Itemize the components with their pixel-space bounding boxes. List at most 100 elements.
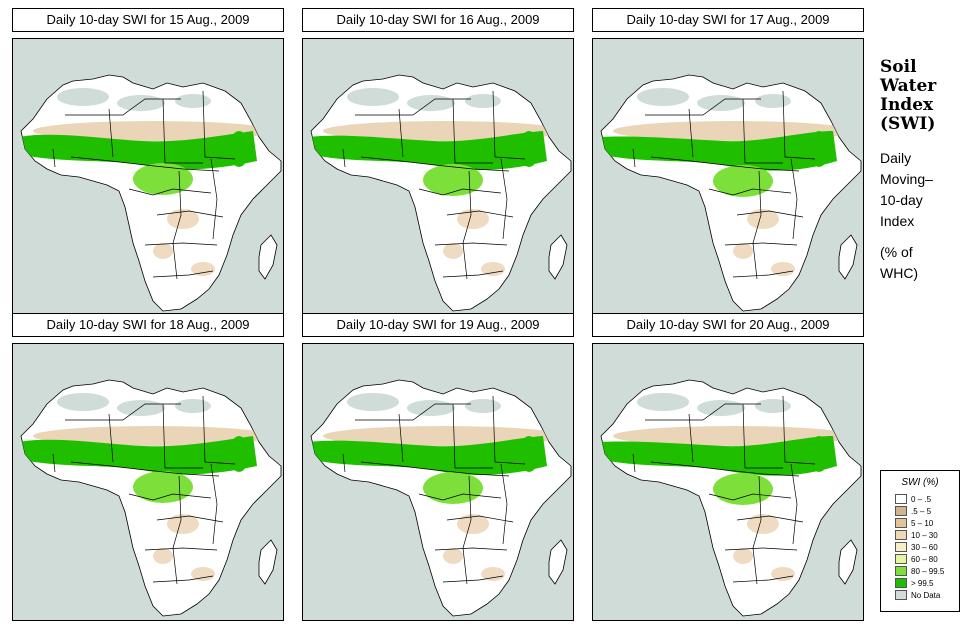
legend-title: SWI (%)	[901, 477, 939, 488]
africa-map-svg	[13, 39, 283, 315]
no-data-patch	[755, 94, 791, 108]
country-border	[360, 156, 510, 172]
legend-item: 60 – 80	[881, 553, 959, 565]
legend-swatch	[895, 590, 907, 600]
panel-title: Daily 10-day SWI for 15 Aug., 2009	[12, 8, 284, 32]
ethiopian-highlands-wet	[809, 131, 829, 167]
legend-swatch	[895, 518, 907, 528]
country-border	[156, 210, 224, 218]
legend-label: 80 – 99.5	[911, 566, 945, 576]
country-border	[732, 270, 794, 278]
no-data-patch	[465, 94, 501, 108]
country-border	[688, 413, 694, 463]
map-panel-2: Daily 10-day SWI for 16 Aug., 2009	[302, 8, 574, 316]
dry-belt	[33, 121, 273, 141]
country-border	[724, 547, 798, 551]
country-border	[442, 575, 504, 583]
dry-patch	[191, 262, 215, 276]
ethiopian-highlands-wet	[229, 436, 249, 472]
wet-zone	[423, 164, 483, 196]
legend-item: 30 – 60	[881, 541, 959, 553]
legend-label: 10 – 30	[911, 530, 938, 540]
country-border	[752, 475, 762, 585]
madagascar-island	[258, 539, 278, 585]
country-border	[446, 515, 514, 523]
swi-field	[21, 393, 273, 581]
country-border	[172, 475, 182, 585]
country-border	[688, 108, 694, 158]
no-data-patch	[175, 94, 211, 108]
swi-field	[311, 88, 563, 276]
dry-belt	[33, 426, 273, 446]
country-border	[52, 148, 56, 168]
swi-field	[311, 393, 563, 581]
country-border	[108, 108, 114, 158]
no-data-patch	[57, 393, 109, 411]
country-border	[650, 461, 800, 477]
legend-item: 80 – 99.5	[881, 565, 959, 577]
country-border	[724, 242, 798, 246]
country-border	[398, 108, 404, 158]
country-border	[790, 158, 798, 240]
country-border	[736, 210, 804, 218]
ethiopian-highlands-wet	[229, 131, 249, 167]
dry-patch	[153, 243, 173, 259]
country-border	[156, 515, 224, 523]
country-border	[632, 453, 636, 473]
country-border	[452, 98, 493, 164]
country-border	[398, 413, 404, 463]
map-panel-4: Daily 10-day SWI for 18 Aug., 2009	[12, 313, 284, 621]
no-data-patch	[407, 95, 455, 111]
ethiopian-highlands-wet	[809, 436, 829, 472]
country-border	[742, 403, 783, 469]
country-border	[500, 463, 508, 545]
country-border	[492, 90, 526, 160]
dry-patch	[443, 548, 463, 564]
country-border	[736, 515, 804, 523]
dry-patch	[191, 567, 215, 581]
legend-label: 5 – 10	[911, 518, 934, 528]
country-border	[434, 242, 508, 246]
saturated-band	[21, 131, 257, 170]
no-data-patch	[117, 400, 165, 416]
panel-title: Daily 10-day SWI for 18 Aug., 2009	[12, 313, 284, 337]
swi-field	[601, 393, 853, 581]
panel-title: Daily 10-day SWI for 19 Aug., 2009	[302, 313, 574, 337]
ethiopian-highlands-wet	[519, 436, 539, 472]
country-border	[462, 475, 472, 585]
country-border	[144, 547, 218, 551]
country-border	[162, 98, 203, 164]
wet-zone	[133, 471, 193, 503]
panel-title: Daily 10-day SWI for 20 Aug., 2009	[592, 313, 864, 337]
legend-swatch	[895, 578, 907, 588]
dry-patch	[733, 548, 753, 564]
legend-label: > 99.5	[911, 578, 934, 588]
wet-zone	[423, 472, 483, 504]
no-data-patch	[347, 88, 399, 106]
madagascar-island	[548, 539, 568, 585]
country-border	[128, 188, 212, 196]
legend-item: 5 – 10	[881, 517, 959, 529]
africa-map-svg	[303, 39, 573, 315]
index-description: Soil Water Index (SWI) Daily Moving– 10-…	[880, 58, 968, 284]
country-border	[70, 461, 220, 477]
legend-label: 60 – 80	[911, 554, 938, 564]
dry-patch	[167, 514, 199, 534]
country-border	[782, 395, 816, 465]
saturated-band	[601, 131, 837, 171]
legend-item: No Data	[881, 589, 959, 601]
no-data-patch	[697, 95, 745, 111]
wet-zone	[713, 165, 773, 197]
country-border	[742, 98, 783, 164]
no-data-patch	[637, 393, 689, 411]
country-border	[752, 170, 762, 280]
legend-label: 0 – .5	[911, 494, 932, 504]
no-data-patch	[117, 95, 165, 111]
panel-title: Daily 10-day SWI for 16 Aug., 2009	[302, 8, 574, 32]
country-border	[210, 463, 218, 545]
map-panel-6: Daily 10-day SWI for 20 Aug., 2009	[592, 313, 864, 621]
country-border	[434, 547, 508, 551]
dry-patch	[443, 243, 463, 259]
madagascar-island	[258, 234, 278, 280]
no-data-patch	[637, 88, 689, 106]
